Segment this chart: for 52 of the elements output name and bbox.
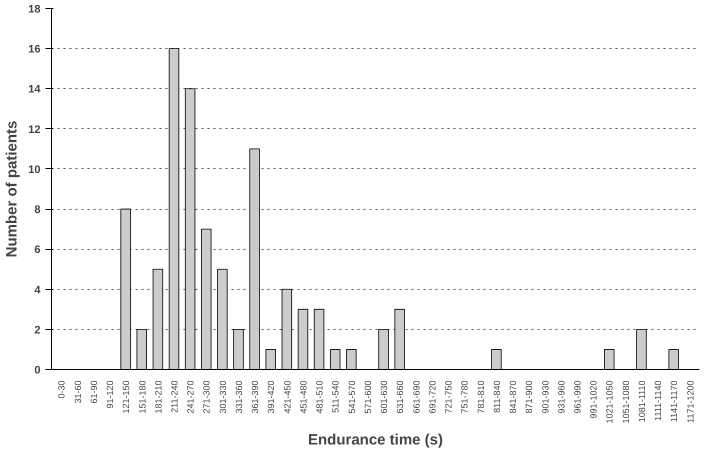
y-tick-label: 10 (28, 164, 41, 176)
x-tick-label: 181-210 (153, 380, 164, 414)
x-axis-title: Endurance time (s) (308, 432, 444, 449)
x-tick-label: 241-270 (186, 380, 196, 414)
x-tick-label: 361-390 (250, 380, 260, 414)
x-tick-label: 661-690 (411, 380, 422, 414)
x-tick-label: 481-510 (314, 380, 325, 414)
x-tick-label: 841-870 (508, 380, 518, 414)
x-tick-label: 991-1020 (588, 380, 599, 419)
x-tick-label: 331-360 (234, 380, 244, 414)
x-tick-label: 811-840 (492, 380, 502, 413)
x-tick-label: 1111-1140 (653, 380, 664, 421)
x-tick-label: 871-900 (524, 380, 534, 414)
x-tick-label: 211-240 (170, 380, 180, 413)
y-tick-label: 6 (34, 244, 41, 256)
x-tick-label: 901-930 (540, 380, 550, 414)
x-tick-label: 301-330 (218, 380, 228, 414)
y-tick-label: 12 (28, 124, 41, 136)
x-tick-label: 0-30 (56, 380, 67, 399)
x-tick-label: 541-570 (346, 380, 357, 414)
x-tick-label: 61-90 (88, 380, 99, 404)
y-tick-label: 0 (34, 364, 41, 376)
x-tick-label: 1051-1080 (620, 380, 631, 424)
x-tick-label: 91-120 (105, 380, 116, 409)
x-tick-label: 751-780 (460, 380, 470, 414)
x-tick-label: 151-180 (137, 380, 148, 414)
x-tick-label: 511-540 (330, 380, 341, 413)
x-tick-label: 721-750 (444, 380, 454, 414)
x-tick-label: 391-420 (266, 380, 276, 414)
x-tick-label: 421-450 (282, 380, 292, 414)
x-tick-label: 631-660 (395, 380, 406, 414)
x-tick-label: 601-630 (379, 380, 390, 414)
y-tick-label: 4 (34, 284, 42, 296)
x-tick-label: 1081-1110 (636, 380, 647, 422)
x-tick-label: 271-300 (202, 380, 212, 414)
x-tick-label: 451-480 (298, 380, 308, 414)
x-tick-label: 1141-1170 (669, 380, 680, 422)
x-tick-label: 961-990 (572, 380, 582, 414)
y-tick-label: 14 (28, 84, 42, 96)
x-tick-label: 1171-1200 (685, 380, 696, 423)
x-tick-label: 1021-1050 (604, 380, 615, 424)
x-tick-label: 931-960 (556, 380, 566, 414)
y-axis-title: Number of patients (3, 120, 20, 258)
y-tick-label: 18 (28, 4, 41, 16)
y-tick-label: 2 (34, 324, 41, 336)
y-tick-label: 8 (34, 204, 41, 216)
x-tick-label: 31-60 (72, 380, 83, 404)
x-tick-label: 121-150 (121, 380, 132, 414)
y-tick-label: 16 (28, 44, 41, 56)
x-tick-label: 571-600 (362, 380, 373, 414)
x-tick-label: 781-810 (476, 380, 486, 414)
x-tick-label: 691-720 (427, 380, 438, 414)
